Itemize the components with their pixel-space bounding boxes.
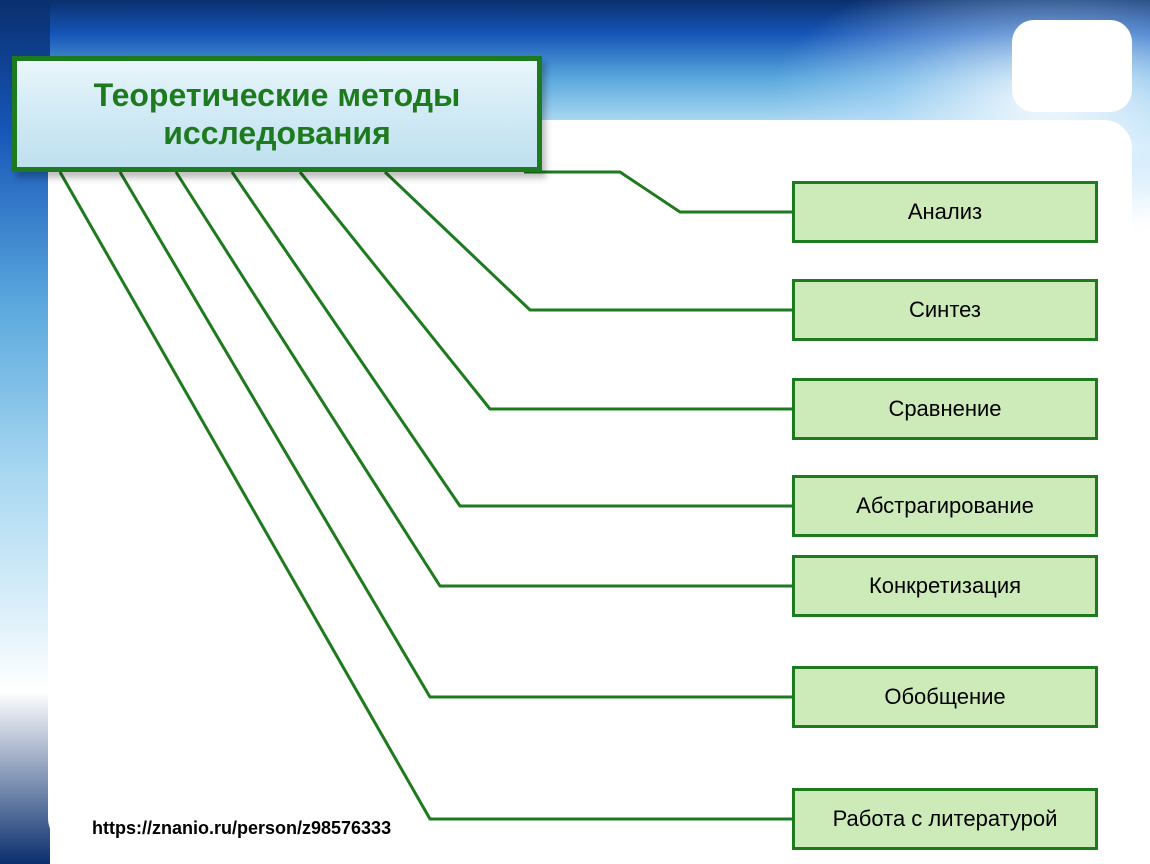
method-label: Работа с литературой <box>833 806 1058 831</box>
method-box-2: Сравнение <box>792 378 1098 440</box>
title-box: Теоретические методы исследования <box>12 56 542 172</box>
method-box-1: Синтез <box>792 279 1098 341</box>
method-box-6: Работа с литературой <box>792 788 1098 850</box>
method-box-0: Анализ <box>792 181 1098 243</box>
slide-title: Теоретические методы исследования <box>17 76 537 153</box>
method-label: Конкретизация <box>869 573 1021 598</box>
method-label: Абстрагирование <box>856 493 1034 518</box>
method-box-4: Конкретизация <box>792 555 1098 617</box>
method-box-3: Абстрагирование <box>792 475 1098 537</box>
method-box-5: Обобщение <box>792 666 1098 728</box>
method-label: Сравнение <box>888 396 1001 421</box>
method-label: Обобщение <box>884 684 1005 709</box>
method-label: Синтез <box>909 297 981 322</box>
footer-url: https://znanio.ru/person/z98576333 <box>92 818 391 839</box>
corner-panel <box>1012 20 1132 112</box>
method-label: Анализ <box>908 199 982 224</box>
